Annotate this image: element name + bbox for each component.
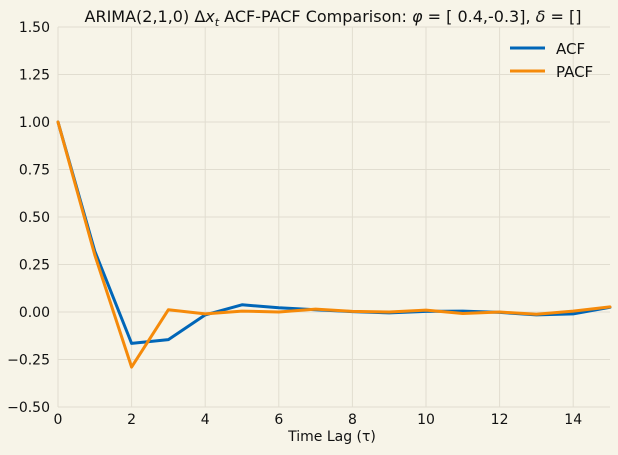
legend: ACF PACF bbox=[510, 40, 593, 81]
x-tick-label: 2 bbox=[127, 412, 136, 428]
gridlines bbox=[57, 26, 610, 408]
y-tick-label: −0.50 bbox=[7, 400, 50, 416]
y-tick-label: 1.50 bbox=[19, 20, 50, 36]
legend-label-pacf: PACF bbox=[556, 63, 593, 81]
chart-title: ARIMA(2,1,0) Δxt ACF-PACF Comparison: φ … bbox=[85, 7, 582, 29]
y-tick-label: 0.00 bbox=[19, 305, 50, 321]
x-tick-label: 4 bbox=[201, 412, 210, 428]
y-tick-label: 0.75 bbox=[19, 163, 50, 179]
series-line-pacf bbox=[56, 120, 612, 369]
x-tick-label: 6 bbox=[274, 412, 283, 428]
x-tick-label: 0 bbox=[54, 412, 63, 428]
y-axis-ticks: −0.50 −0.25 0.00 0.25 0.50 0.75 1.00 1.25 1.50 bbox=[7, 20, 50, 416]
y-tick-label: −0.25 bbox=[7, 353, 50, 369]
y-tick-label: 1.00 bbox=[19, 115, 50, 131]
x-tick-label: 12 bbox=[491, 412, 509, 428]
x-tick-label: 10 bbox=[417, 412, 435, 428]
legend-label-acf: ACF bbox=[556, 40, 585, 58]
y-tick-label: 0.25 bbox=[19, 258, 50, 274]
x-axis-label: Time Lag (τ) bbox=[287, 429, 376, 445]
x-axis-ticks: 0 2 4 6 8 10 12 14 bbox=[54, 412, 583, 428]
y-tick-label: 0.50 bbox=[19, 210, 50, 226]
x-tick-label: 14 bbox=[564, 412, 582, 428]
x-tick-label: 8 bbox=[348, 412, 357, 428]
y-tick-label: 1.25 bbox=[19, 68, 50, 84]
series-layer bbox=[56, 120, 612, 369]
